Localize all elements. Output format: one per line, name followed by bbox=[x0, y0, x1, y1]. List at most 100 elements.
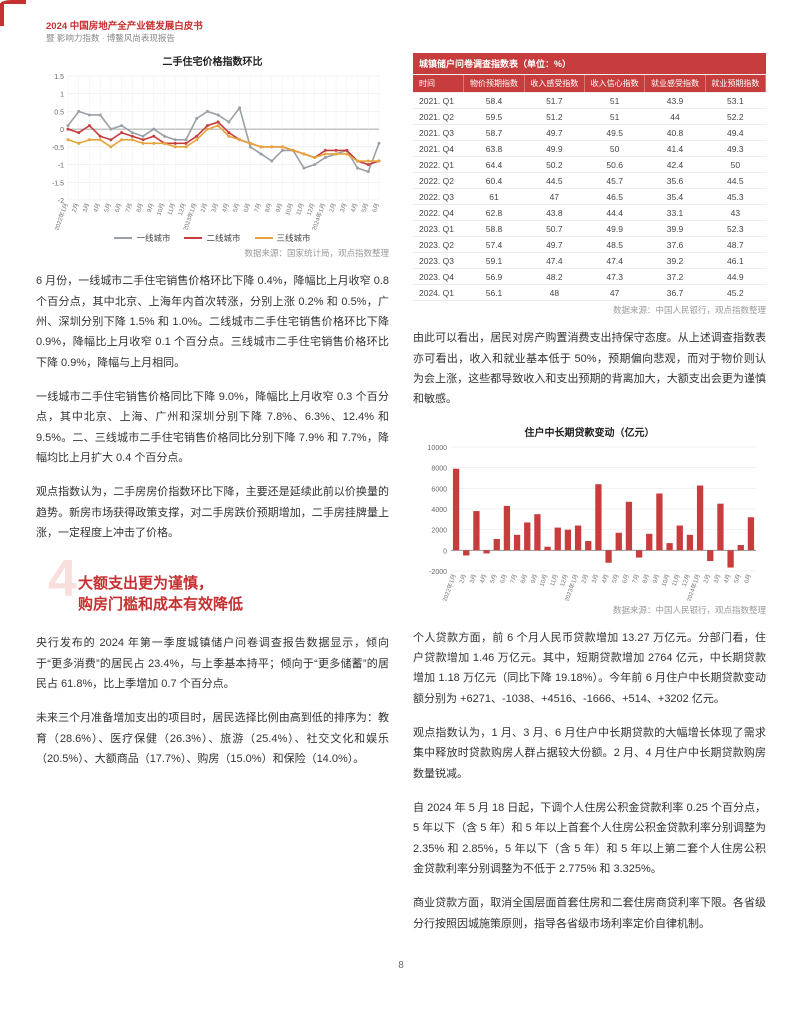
table-cell: 59.5 bbox=[464, 109, 524, 125]
table-cell: 2021. Q4 bbox=[413, 141, 464, 157]
table-cell: 2021. Q1 bbox=[413, 93, 464, 109]
svg-text:2月: 2月 bbox=[702, 573, 712, 584]
table-cell: 48.7 bbox=[705, 237, 765, 253]
section-title-line2: 购房门槛和成本有效降低 bbox=[78, 596, 243, 613]
svg-text:6月: 6月 bbox=[621, 573, 631, 584]
table-cell: 49.7 bbox=[524, 125, 584, 141]
table-cell: 44 bbox=[645, 109, 705, 125]
table-row: 2021. Q358.749.749.540.849.4 bbox=[413, 125, 766, 141]
table-cell: 47.4 bbox=[585, 253, 645, 269]
svg-text:2月: 2月 bbox=[71, 202, 81, 213]
legend-item: 一线城市 bbox=[114, 232, 170, 244]
table-cell: 50.2 bbox=[524, 157, 584, 173]
svg-text:5月: 5月 bbox=[360, 202, 370, 213]
header-title: 2024 中国房地产全产业链发展白皮书 bbox=[46, 20, 766, 33]
table-cell: 49.9 bbox=[585, 221, 645, 237]
svg-text:7月: 7月 bbox=[124, 202, 134, 213]
table-cell: 51 bbox=[585, 109, 645, 125]
svg-text:0: 0 bbox=[60, 127, 64, 134]
svg-text:3月: 3月 bbox=[82, 202, 92, 213]
svg-text:6000: 6000 bbox=[431, 486, 447, 493]
svg-text:4月: 4月 bbox=[479, 573, 489, 584]
table-col-header: 时间 bbox=[413, 75, 464, 93]
svg-text:11月: 11月 bbox=[166, 202, 177, 216]
table-cell: 49.4 bbox=[705, 125, 765, 141]
svg-text:3月: 3月 bbox=[339, 202, 349, 213]
legend-item: 三线城市 bbox=[255, 232, 311, 244]
section-4-head: 4 大额支出更为谨慎， 购房门槛和成本有效降低 bbox=[36, 573, 389, 615]
table-cell: 52.2 bbox=[705, 109, 765, 125]
table-cell: 49.9 bbox=[524, 141, 584, 157]
page-number: 8 bbox=[36, 960, 766, 971]
para-l4: 央行发布的 2024 年第一季度城镇储户问卷调查报告数据显示，倾向于“更多消费”… bbox=[36, 633, 389, 694]
table-cell: 50 bbox=[705, 157, 765, 173]
table-row: 2022. Q260.444.545.735.644.5 bbox=[413, 173, 766, 189]
table-cell: 51.7 bbox=[524, 93, 584, 109]
table-cell: 44.5 bbox=[705, 173, 765, 189]
table-cell: 58.7 bbox=[464, 125, 524, 141]
svg-text:5月: 5月 bbox=[733, 573, 743, 584]
para-r3: 观点指数认为，1 月、3 月、6 月住户中长期贷款的大幅增长体现了需求集中释放时… bbox=[413, 723, 766, 784]
table-row: 2021. Q158.451.75143.953.1 bbox=[413, 93, 766, 109]
line-chart-block: 二手住宅价格指数环比 1.510.50-0.5-1-1.5-22022年1月2月… bbox=[36, 53, 389, 259]
corner-decoration bbox=[0, 0, 26, 26]
svg-text:6月: 6月 bbox=[114, 202, 124, 213]
line-chart: 1.510.50-0.5-1-1.5-22022年1月2月3月4月5月6月7月8… bbox=[40, 70, 385, 230]
table-row: 2023. Q359.147.447.439.246.1 bbox=[413, 253, 766, 269]
svg-text:3月: 3月 bbox=[469, 573, 479, 584]
svg-text:5月: 5月 bbox=[232, 202, 242, 213]
svg-text:4000: 4000 bbox=[431, 507, 447, 514]
svg-text:0.5: 0.5 bbox=[54, 110, 64, 117]
table-col-header: 就业预期指数 bbox=[705, 75, 765, 93]
table-title: 城镇储户问卷调查指数表（单位：%） bbox=[413, 53, 766, 75]
survey-source: 数据来源：中国人民银行，观点指数整理 bbox=[413, 304, 766, 316]
table-cell: 33.1 bbox=[645, 205, 705, 221]
table-row: 2023. Q456.948.247.337.244.9 bbox=[413, 269, 766, 285]
table-cell: 62.8 bbox=[464, 205, 524, 221]
table-col-header: 就业感受指数 bbox=[645, 75, 705, 93]
svg-text:8月: 8月 bbox=[135, 202, 145, 213]
table-col-header: 收入信心指数 bbox=[585, 75, 645, 93]
table-cell: 59.1 bbox=[464, 253, 524, 269]
table-cell: 45.7 bbox=[585, 173, 645, 189]
table-row: 2022. Q462.843.844.433.143 bbox=[413, 205, 766, 221]
para-r5: 商业贷款方面，取消全国层面首套住房和二套住房商贷利率下限。各省级分行按照因城施策… bbox=[413, 893, 766, 934]
svg-text:11月: 11月 bbox=[671, 573, 682, 587]
line-chart-legend: 一线城市二线城市三线城市 bbox=[36, 232, 389, 244]
table-cell: 48.2 bbox=[524, 269, 584, 285]
table-cell: 2022. Q2 bbox=[413, 173, 464, 189]
svg-text:6月: 6月 bbox=[242, 202, 252, 213]
table-cell: 2024. Q1 bbox=[413, 285, 464, 301]
table-cell: 53.1 bbox=[705, 93, 765, 109]
table-cell: 56.9 bbox=[464, 269, 524, 285]
table-cell: 56.1 bbox=[464, 285, 524, 301]
svg-text:2月: 2月 bbox=[580, 573, 590, 584]
svg-text:4月: 4月 bbox=[92, 202, 102, 213]
table-cell: 45.2 bbox=[705, 285, 765, 301]
table-cell: 44.5 bbox=[524, 173, 584, 189]
svg-text:8000: 8000 bbox=[431, 465, 447, 472]
table-cell: 51.2 bbox=[524, 109, 584, 125]
svg-text:12月: 12月 bbox=[177, 202, 188, 216]
svg-text:12月: 12月 bbox=[681, 573, 692, 587]
svg-text:7月: 7月 bbox=[253, 202, 263, 213]
svg-text:4月: 4月 bbox=[221, 202, 231, 213]
svg-text:2月: 2月 bbox=[328, 202, 338, 213]
para-l1: 6 月份，一线城市二手住宅销售价格环比下降 0.4%，降幅比上月收窄 0.8 个… bbox=[36, 271, 389, 373]
svg-text:2022年1月: 2022年1月 bbox=[53, 202, 70, 230]
svg-text:9月: 9月 bbox=[652, 573, 662, 584]
svg-text:11月: 11月 bbox=[295, 202, 306, 216]
svg-text:8月: 8月 bbox=[641, 573, 651, 584]
table-cell: 37.6 bbox=[645, 237, 705, 253]
table-cell: 47.3 bbox=[585, 269, 645, 285]
svg-text:4月: 4月 bbox=[723, 573, 733, 584]
table-cell: 2023. Q3 bbox=[413, 253, 464, 269]
table-cell: 43.8 bbox=[524, 205, 584, 221]
table-cell: 36.7 bbox=[645, 285, 705, 301]
table-cell: 60.4 bbox=[464, 173, 524, 189]
page-header: 2024 中国房地产全产业链发展白皮书 暨 影响力指数 · 博鳌风尚表现报告 bbox=[46, 20, 766, 45]
table-cell: 57.4 bbox=[464, 237, 524, 253]
svg-text:12月: 12月 bbox=[559, 573, 570, 587]
table-cell: 46.5 bbox=[585, 189, 645, 205]
table-row: 2022. Q3614746.535.445.3 bbox=[413, 189, 766, 205]
